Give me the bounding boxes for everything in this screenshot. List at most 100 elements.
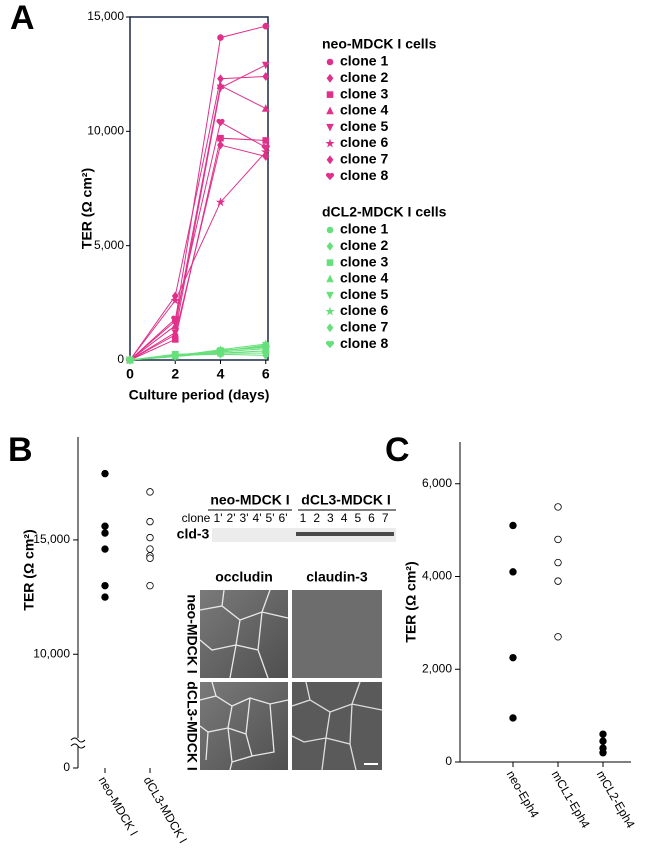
marker — [261, 344, 270, 352]
lane-label: 3 — [327, 511, 334, 525]
micrograph-row-label: neo-MDCK I — [184, 594, 200, 673]
micrograph-row-label: dCL3-MDCK I — [184, 681, 200, 770]
x-tick-label: dCL3-MDCK I — [141, 774, 190, 846]
lane-label: 6 — [368, 511, 375, 525]
x-tick-label: neo-Eph4 — [504, 768, 542, 820]
marker — [215, 197, 226, 207]
data-point — [101, 545, 109, 553]
marker — [326, 259, 334, 266]
data-point — [554, 577, 562, 585]
marker — [325, 306, 335, 316]
marker — [326, 155, 334, 165]
data-point — [146, 488, 154, 496]
legend-label: clone 8 — [340, 335, 388, 351]
series-line — [129, 84, 266, 361]
legend-label: clone 6 — [340, 302, 388, 318]
legend-label: clone 1 — [340, 221, 388, 237]
data-point — [554, 503, 562, 511]
legend-label: clone 5 — [340, 286, 388, 302]
data-point — [509, 521, 517, 530]
series-line — [129, 25, 266, 361]
data-point — [101, 581, 109, 590]
series-line — [129, 151, 267, 361]
marker — [326, 106, 334, 115]
data-point — [101, 593, 109, 601]
x-tick-label: 2 — [171, 366, 179, 382]
lane-label: 4 — [341, 511, 348, 525]
marker — [171, 352, 180, 361]
cell-borders — [199, 589, 383, 771]
y-tick-label: 5,000 — [94, 238, 124, 252]
lane-label: 2' — [227, 511, 236, 525]
data-point — [509, 568, 517, 576]
data-point — [599, 749, 607, 757]
x-tick-label: mCL2-Eph4 — [594, 768, 638, 831]
y-tick-label: 2,000 — [422, 661, 452, 675]
data-point — [101, 529, 109, 537]
data-point — [554, 558, 562, 567]
legend-label: clone 3 — [340, 85, 388, 101]
marker — [216, 347, 225, 355]
legend-title: neo-MDCK I cells — [322, 36, 437, 52]
marker — [217, 134, 224, 142]
legend-label: clone 5 — [340, 118, 388, 134]
marker — [326, 291, 334, 300]
legend-label: clone 6 — [340, 134, 388, 150]
lane-label: 5' — [266, 511, 275, 525]
marker — [325, 172, 335, 181]
lane-label: 2 — [313, 511, 320, 525]
x-tick-label: 4 — [217, 366, 225, 382]
marker — [326, 58, 334, 66]
lane-label: 7 — [382, 511, 389, 525]
marker — [326, 241, 334, 251]
marker — [261, 104, 270, 112]
legend-label: clone 4 — [340, 270, 388, 286]
y-tick-label: 15,000 — [87, 9, 124, 23]
micrograph-grid — [199, 589, 383, 771]
lane-label: 3' — [240, 511, 249, 525]
marker — [125, 356, 135, 365]
marker — [262, 351, 270, 360]
x-axis-label: Culture period (days) — [129, 387, 270, 403]
series-line — [129, 144, 266, 361]
panel-label: B — [8, 431, 33, 469]
micrograph — [292, 590, 382, 678]
marker — [326, 123, 334, 132]
y-tick-label: 10,000 — [33, 646, 70, 660]
series-line — [129, 121, 266, 361]
legend-label: clone 2 — [340, 237, 388, 253]
lane-label: 1 — [300, 511, 307, 525]
marker — [326, 274, 334, 283]
y-tick-label: 0 — [117, 352, 124, 366]
y-axis-label: TER (Ω cm²) — [79, 168, 95, 249]
plot-frame — [129, 16, 269, 361]
data-point — [554, 633, 562, 641]
micrograph — [200, 682, 288, 770]
series-line — [129, 64, 266, 361]
y-tick-label: 15,000 — [33, 532, 70, 546]
series-line — [129, 137, 266, 361]
lane-label: 6' — [279, 511, 288, 525]
data-point — [554, 535, 562, 544]
lane-title: clone — [182, 511, 211, 525]
panel-label: C — [385, 431, 410, 469]
x-tick-label: neo-MDCK I — [96, 774, 141, 838]
micrograph — [292, 682, 382, 770]
data-point — [599, 737, 607, 745]
data-point — [146, 533, 154, 542]
axis-break-gap — [70, 738, 86, 746]
marker — [325, 138, 335, 148]
blot-group-label: dCL3-MDCK I — [301, 492, 390, 508]
y-tick-label: 4,000 — [422, 569, 452, 583]
y-tick-label: 0 — [63, 760, 70, 774]
inset-b: neo-MDCK I dCL3-MDCK I clone 1' 2' 3' 4' 5' 6' 1 2… — [177, 492, 396, 771]
x-tick-label: 6 — [262, 366, 270, 382]
micrograph-column-label: occludin — [215, 569, 273, 585]
data-point — [101, 522, 109, 530]
marker — [216, 118, 225, 127]
y-tick-label: 10,000 — [87, 124, 124, 138]
marker — [326, 73, 334, 83]
legend-label: clone 7 — [340, 319, 388, 335]
data-point — [509, 714, 517, 722]
legend-label: clone 8 — [340, 167, 388, 183]
